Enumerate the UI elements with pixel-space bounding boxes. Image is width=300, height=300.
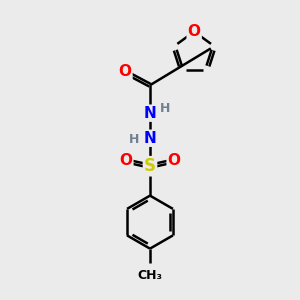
Text: O: O [118,64,131,80]
Text: O: O [119,153,132,168]
Text: O: O [188,24,201,39]
Text: H: H [160,102,170,115]
Text: S: S [144,157,156,175]
Text: N: N [144,131,156,146]
Text: N: N [144,106,156,121]
Text: H: H [129,133,139,146]
Text: O: O [168,153,181,168]
Text: CH₃: CH₃ [137,269,163,282]
